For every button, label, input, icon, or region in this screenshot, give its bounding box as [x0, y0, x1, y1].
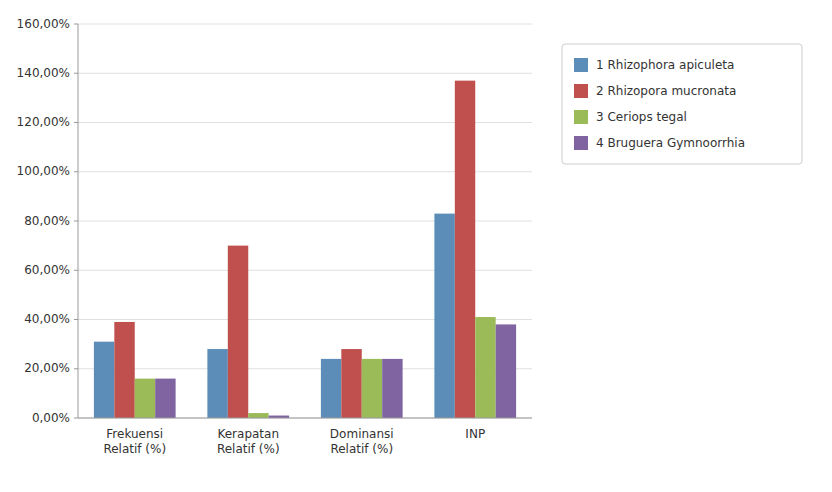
x-tick-label-line: Relatif (%): [103, 442, 166, 456]
chart-container: 0,00% 20,00% 40,00% 60,00% 80,00% 100,00% 120,…: [0, 0, 832, 492]
y-axis: 0,00% 20,00% 40,00% 60,00% 80,00% 100,00% 120,…: [17, 17, 532, 425]
legend-swatch: [574, 84, 588, 98]
x-axis: FrekuensiRelatif (%)KerapatanRelatif (%)…: [103, 427, 485, 456]
x-tick-label-line: Dominansi: [330, 427, 394, 441]
y-tick: [74, 319, 78, 320]
legend-swatch: [574, 136, 588, 150]
bar: [475, 317, 495, 418]
x-tick-label-line: Kerapatan: [217, 427, 279, 441]
bar: [434, 214, 454, 418]
legend-label: 3 Ceriops tegal: [596, 110, 687, 124]
y-tick: [74, 122, 78, 123]
y-tick: [74, 418, 78, 419]
x-tick-label-line: Frekuensi: [106, 427, 163, 441]
bar: [94, 342, 114, 418]
grid-line: [78, 418, 532, 419]
x-tick-label: FrekuensiRelatif (%): [103, 427, 166, 456]
y-tick-label: 40,00%: [24, 312, 70, 326]
bar: [382, 359, 402, 418]
y-tick-label: 160,00%: [17, 17, 70, 31]
bars: [94, 81, 516, 418]
y-tick-label: 0,00%: [32, 411, 70, 425]
page: {"chart_data": {"type": "bar", "categori…: [0, 0, 832, 492]
x-tick-label-line: Relatif (%): [217, 442, 280, 456]
y-tick: [74, 24, 78, 25]
bar: [155, 379, 175, 418]
y-tick: [74, 73, 78, 74]
y-tick: [74, 368, 78, 369]
y-tick-label: 120,00%: [17, 115, 70, 129]
bar: [248, 413, 268, 418]
bar: [455, 81, 475, 418]
bar: [135, 379, 155, 418]
grid-line: [78, 73, 532, 74]
legend-frame: [562, 44, 802, 164]
legend-swatch: [574, 58, 588, 72]
y-tick-label: 140,00%: [17, 66, 70, 80]
legend-label: 1 Rhizophora apiculeta: [596, 58, 734, 72]
y-tick-label: 80,00%: [24, 214, 70, 228]
bar: [114, 322, 134, 418]
y-tick: [74, 171, 78, 172]
y-tick-label: 100,00%: [17, 164, 70, 178]
bar: [207, 349, 227, 418]
bar: [341, 349, 361, 418]
legend-swatch: [574, 110, 588, 124]
x-tick-label-line: Relatif (%): [330, 442, 393, 456]
x-tick-label: INP: [465, 427, 485, 441]
legend: 1 Rhizophora apiculeta 2 Rhizopora mucron…: [562, 44, 802, 164]
bar: [362, 359, 382, 418]
x-tick-label: KerapatanRelatif (%): [217, 427, 280, 456]
legend-label: 4 Bruguera Gymnoorrhia: [596, 136, 745, 150]
bar: [228, 246, 248, 418]
y-tick-label: 60,00%: [24, 263, 70, 277]
y-tick: [74, 221, 78, 222]
x-tick-label: DominansiRelatif (%): [330, 427, 394, 456]
x-axis-line: [78, 418, 532, 419]
grid-line: [78, 24, 532, 25]
y-tick-label: 20,00%: [24, 361, 70, 375]
bar: [321, 359, 341, 418]
chart-svg: 0,00% 20,00% 40,00% 60,00% 80,00% 100,00% 120,…: [0, 0, 832, 492]
y-tick: [74, 270, 78, 271]
bar: [496, 324, 516, 418]
x-tick-label-line: INP: [465, 427, 485, 441]
legend-label: 2 Rhizopora mucronata: [596, 84, 736, 98]
y-axis-line: [78, 24, 79, 418]
